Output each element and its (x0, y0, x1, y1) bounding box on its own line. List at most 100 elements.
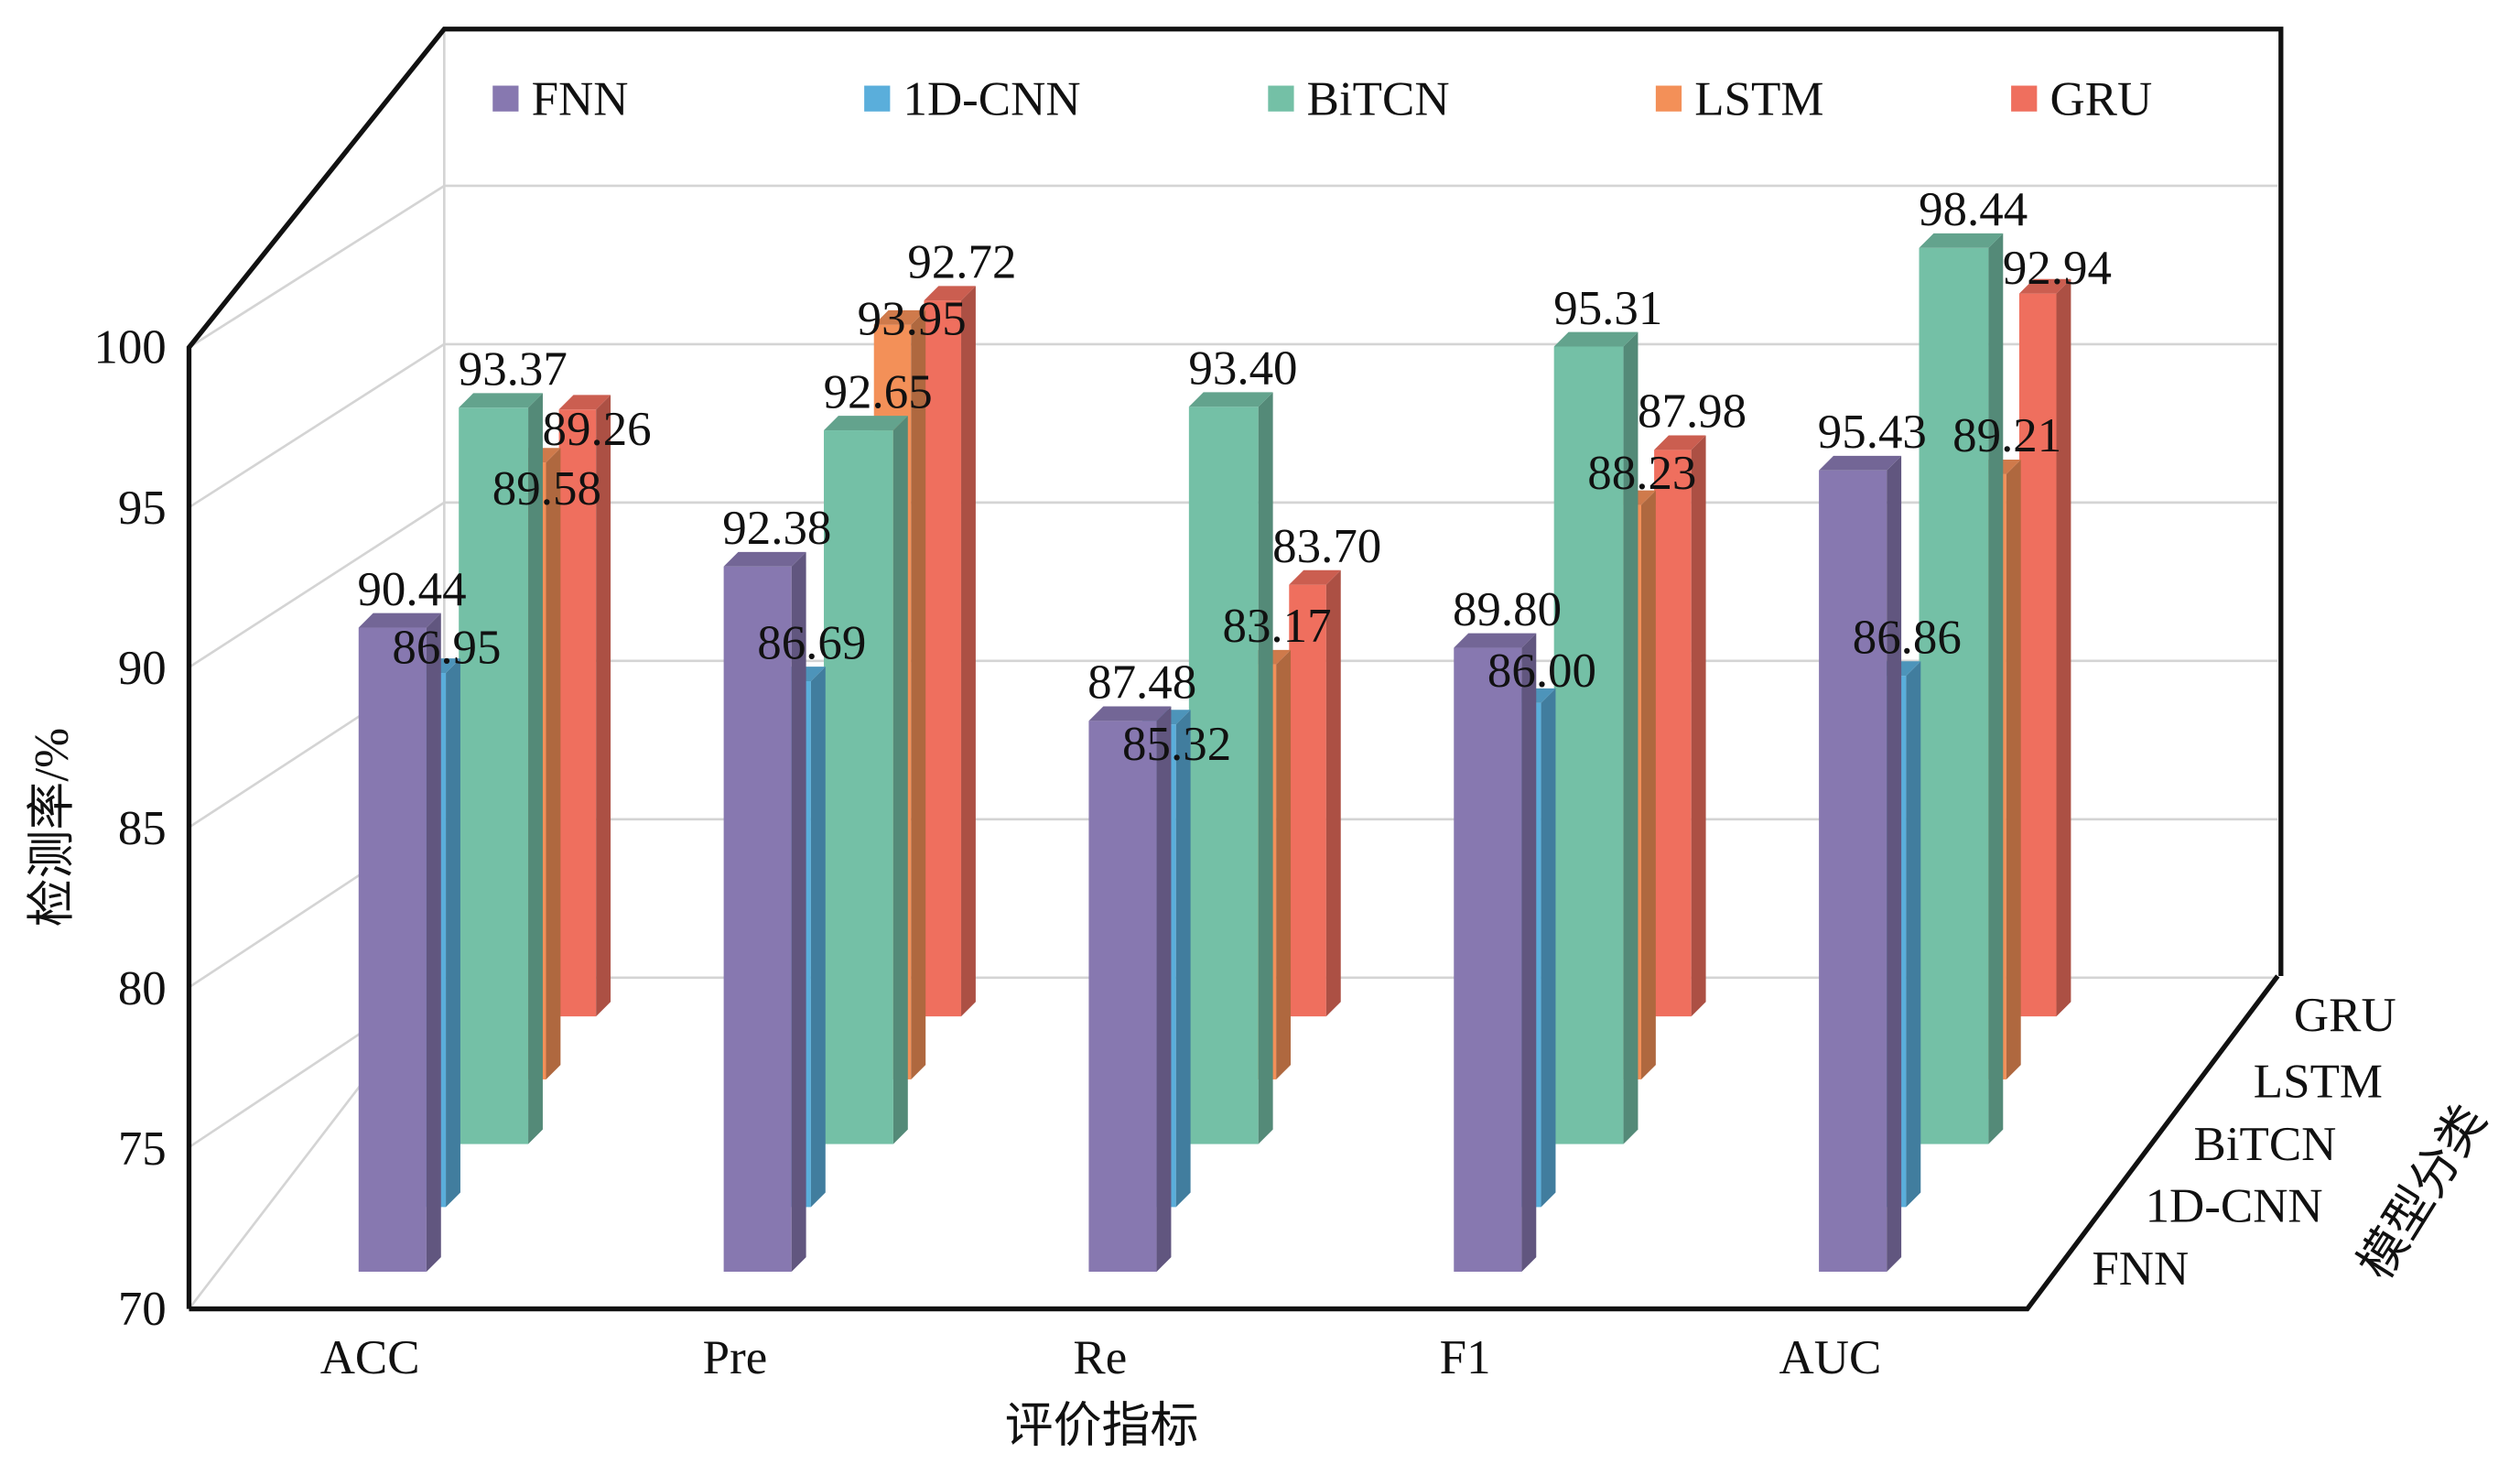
data-label: 93.95 (858, 292, 967, 345)
bar-side (546, 448, 561, 1079)
data-label: 93.40 (1188, 342, 1297, 396)
bar-top (824, 416, 908, 431)
bar (459, 393, 543, 1144)
bar-top (2018, 278, 2071, 294)
bar (1553, 331, 1639, 1144)
legend-label: 1D-CNN (903, 72, 1080, 125)
x-axis-title: 评价指标 (1005, 1399, 1199, 1452)
data-label: 87.48 (1087, 656, 1196, 710)
x-tick-label: Pre (703, 1331, 768, 1384)
x-tick-label: F1 (1440, 1331, 1491, 1384)
data-label: 90.44 (357, 563, 466, 616)
bar (723, 551, 806, 1272)
bar-side (892, 416, 908, 1144)
bar (824, 416, 908, 1144)
bar-top (1919, 233, 2004, 248)
bar-top (873, 309, 926, 325)
data-label: 86.69 (757, 616, 866, 669)
y-axis-title: 检测率/% (26, 728, 79, 927)
legend-label: FNN (532, 72, 629, 125)
z-tick-label: BiTCN (2194, 1118, 2337, 1171)
bar-side (911, 309, 926, 1079)
data-label: 95.31 (1553, 282, 1662, 335)
legend-swatch (1655, 85, 1682, 112)
bar-side (1325, 569, 1341, 1017)
data-label: 88.23 (1587, 447, 1696, 500)
x-tick-label: Re (1073, 1331, 1127, 1384)
legend-label: LSTM (1694, 72, 1823, 125)
bar-front (1289, 584, 1326, 1017)
legend-item: LSTM (1655, 72, 1823, 125)
bar-top (358, 613, 441, 628)
floor-frame (189, 974, 2280, 1312)
data-label: 89.21 (1952, 409, 2061, 462)
bar-front (1088, 721, 1157, 1272)
data-label: 93.37 (459, 343, 568, 396)
bar-side (1175, 710, 1191, 1208)
legend-swatch (864, 85, 891, 112)
legend-label: GRU (2050, 72, 2152, 125)
bar-side (1521, 633, 1537, 1272)
bar-top (558, 395, 611, 410)
bar-side (528, 393, 543, 1144)
x-tick-label: ACC (320, 1331, 420, 1384)
x-tick-label: AUC (1779, 1331, 1882, 1384)
bar-side (1276, 649, 1292, 1079)
bar-front (824, 430, 893, 1144)
bar (924, 286, 976, 1017)
bar-front (1654, 450, 1692, 1017)
bar-top (1553, 331, 1639, 347)
legend-item: 1D-CNN (864, 72, 1081, 125)
data-label: 89.80 (1453, 583, 1562, 636)
bar-top (1654, 435, 1706, 450)
bar-top (924, 286, 976, 301)
data-label: 86.86 (1853, 611, 1962, 664)
bar-side (1541, 688, 1556, 1208)
bar-front (558, 409, 597, 1017)
data-label: 85.32 (1122, 718, 1231, 771)
bar-side (1156, 706, 1172, 1272)
y-tick-label: 75 (118, 1122, 167, 1176)
legend-item: FNN (492, 72, 629, 125)
y-tick-label: 95 (118, 482, 167, 535)
y-tick-label: 80 (118, 962, 167, 1015)
bar-side (2056, 278, 2071, 1017)
bar-side (596, 395, 611, 1017)
data-label: 92.65 (824, 365, 933, 418)
bar-front (358, 627, 427, 1272)
legend-swatch (492, 85, 519, 112)
bar-side (810, 667, 826, 1208)
bar-side (791, 551, 806, 1272)
gridline-side (188, 184, 446, 349)
bar-front (1819, 470, 1887, 1272)
bar (1919, 233, 2004, 1144)
bar-side (1623, 331, 1639, 1144)
data-label: 92.72 (907, 235, 1016, 288)
bar-side (1691, 435, 1706, 1017)
gridline-side (188, 342, 446, 509)
data-label: 86.95 (392, 621, 501, 674)
axis-labels: 70 75 80 85 90 95 100 ACC Pre Re F1 AUC FNN 1D-CNN BiT… (93, 321, 2396, 1384)
data-label: 95.43 (1818, 406, 1927, 459)
bar-side (446, 658, 460, 1208)
legend-label: BiTCN (1307, 72, 1450, 125)
bar-front (1188, 407, 1259, 1144)
bar-top (1454, 633, 1537, 648)
bar-front (1919, 247, 1989, 1144)
z-axis-title: 模型分类 (2349, 1096, 2496, 1288)
legend-item: BiTCN (1268, 72, 1450, 125)
bar (1289, 569, 1341, 1017)
bar-side (2006, 459, 2021, 1079)
legend-swatch (1268, 85, 1294, 112)
y-tick-label: 85 (118, 802, 167, 855)
gridline-side (188, 501, 446, 669)
data-label: 92.38 (722, 502, 831, 555)
bar (1188, 392, 1273, 1144)
bar-side (1887, 455, 1902, 1272)
bar-front (1553, 346, 1624, 1144)
legend: FNN 1D-CNN BiTCN LSTM GRU (492, 72, 2152, 125)
bars (358, 233, 2071, 1272)
z-tick-label: FNN (2092, 1242, 2189, 1296)
